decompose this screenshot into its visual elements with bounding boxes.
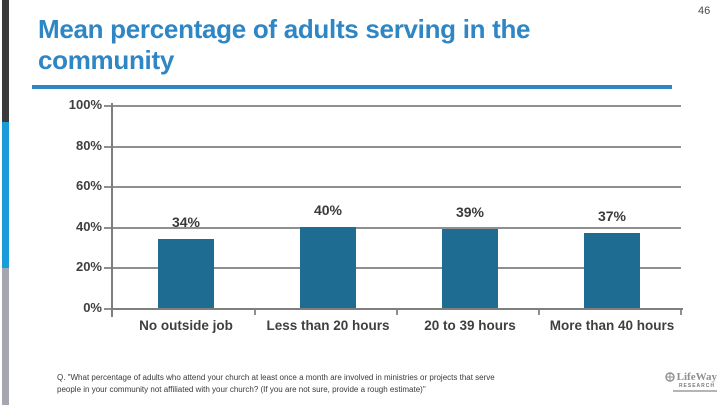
x-axis-tick xyxy=(680,308,682,315)
bar-value-label: 37% xyxy=(597,207,627,224)
x-axis-category-label: 20 to 39 hours xyxy=(424,318,516,333)
stripe-segment-dark xyxy=(2,0,9,122)
lifeway-research-logo: LifeWay RESEARCH xyxy=(651,371,717,392)
title-underline xyxy=(32,85,672,89)
gridline xyxy=(113,226,681,229)
left-accent-stripe xyxy=(2,0,9,405)
logo-row: LifeWay xyxy=(651,371,717,383)
bar-value-label: 39% xyxy=(455,203,485,220)
gridline xyxy=(113,267,681,270)
bar xyxy=(584,232,640,308)
x-axis-category-label: No outside job xyxy=(139,318,233,333)
bar-value-label: 34% xyxy=(171,213,201,230)
footnote-line-2: people in your community not affiliated … xyxy=(57,385,426,394)
lifeway-globe-icon xyxy=(664,372,675,382)
y-axis-label: 40% xyxy=(75,218,102,234)
y-axis-label: 60% xyxy=(75,178,102,194)
logo-brand-text: LifeWay xyxy=(676,371,717,383)
bar xyxy=(300,226,356,308)
stripe-segment-blue xyxy=(2,122,9,268)
stripe-segment-gray xyxy=(2,268,9,405)
y-axis-line xyxy=(111,103,113,317)
footnote-line-1: Q. "What percentage of adults who attend… xyxy=(57,373,495,382)
x-axis-tick xyxy=(538,308,540,315)
gridline xyxy=(113,105,681,107)
x-axis-line xyxy=(111,308,683,310)
x-axis-category-label: Less than 20 hours xyxy=(266,318,390,333)
y-axis-tick xyxy=(104,186,112,189)
page-number: 46 xyxy=(698,5,711,17)
y-axis-tick xyxy=(104,267,112,270)
footnote: Q. "What percentage of adults who attend… xyxy=(57,372,632,396)
y-axis-tick xyxy=(104,308,112,310)
bar-value-label: 40% xyxy=(313,201,343,218)
bar xyxy=(442,228,498,308)
y-axis-label: 80% xyxy=(75,137,102,153)
slide-title: Mean percentage of adults serving in the… xyxy=(38,14,531,76)
bar xyxy=(158,238,214,308)
y-axis-tick xyxy=(104,145,112,148)
y-axis-tick xyxy=(104,105,112,107)
x-axis-category-label: More than 40 hours xyxy=(549,318,675,333)
gridline xyxy=(113,145,681,148)
x-axis-tick xyxy=(396,308,398,315)
x-axis-tick xyxy=(254,308,256,315)
y-axis-label: 0% xyxy=(83,300,102,315)
logo-subbrand-text: RESEARCH xyxy=(678,383,715,389)
y-axis-label: 100% xyxy=(68,97,102,112)
y-axis-tick xyxy=(104,226,112,229)
y-axis-label: 20% xyxy=(75,259,102,275)
gridline xyxy=(113,186,681,189)
logo-tagline-bar xyxy=(673,390,717,392)
